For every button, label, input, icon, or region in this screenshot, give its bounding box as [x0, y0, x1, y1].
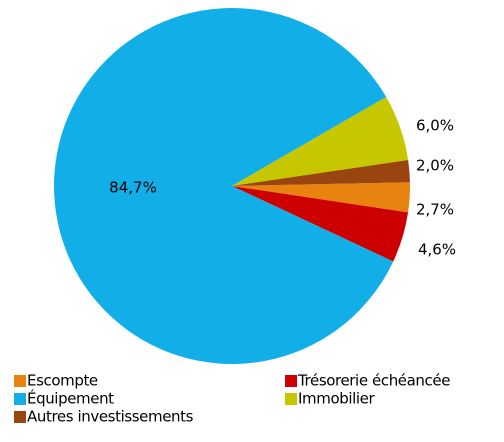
legend-label: Immobilier	[298, 390, 375, 408]
pie-slice	[232, 186, 409, 262]
legend-label: Équipement	[27, 389, 114, 408]
data-label: 4,6%	[418, 241, 456, 259]
legend-swatch	[285, 375, 297, 387]
pie-slice	[232, 182, 410, 213]
pie-slice	[53, 7, 394, 365]
pie-slice	[232, 97, 409, 186]
legend-label: Autres investissements	[27, 408, 194, 426]
legend-label: Trésorerie échéancée	[297, 372, 450, 390]
data-label: 84,7%	[109, 179, 157, 197]
legend-swatch	[14, 411, 26, 423]
legend-swatch	[14, 375, 26, 387]
data-label: 2,7%	[416, 201, 454, 219]
legend-swatch	[285, 393, 297, 405]
data-label: 6,0%	[416, 117, 454, 135]
data-label: 2,0%	[416, 157, 454, 175]
pie-slice	[232, 159, 410, 186]
legend-label: Escompte	[27, 372, 98, 390]
legend-swatch	[14, 393, 26, 405]
